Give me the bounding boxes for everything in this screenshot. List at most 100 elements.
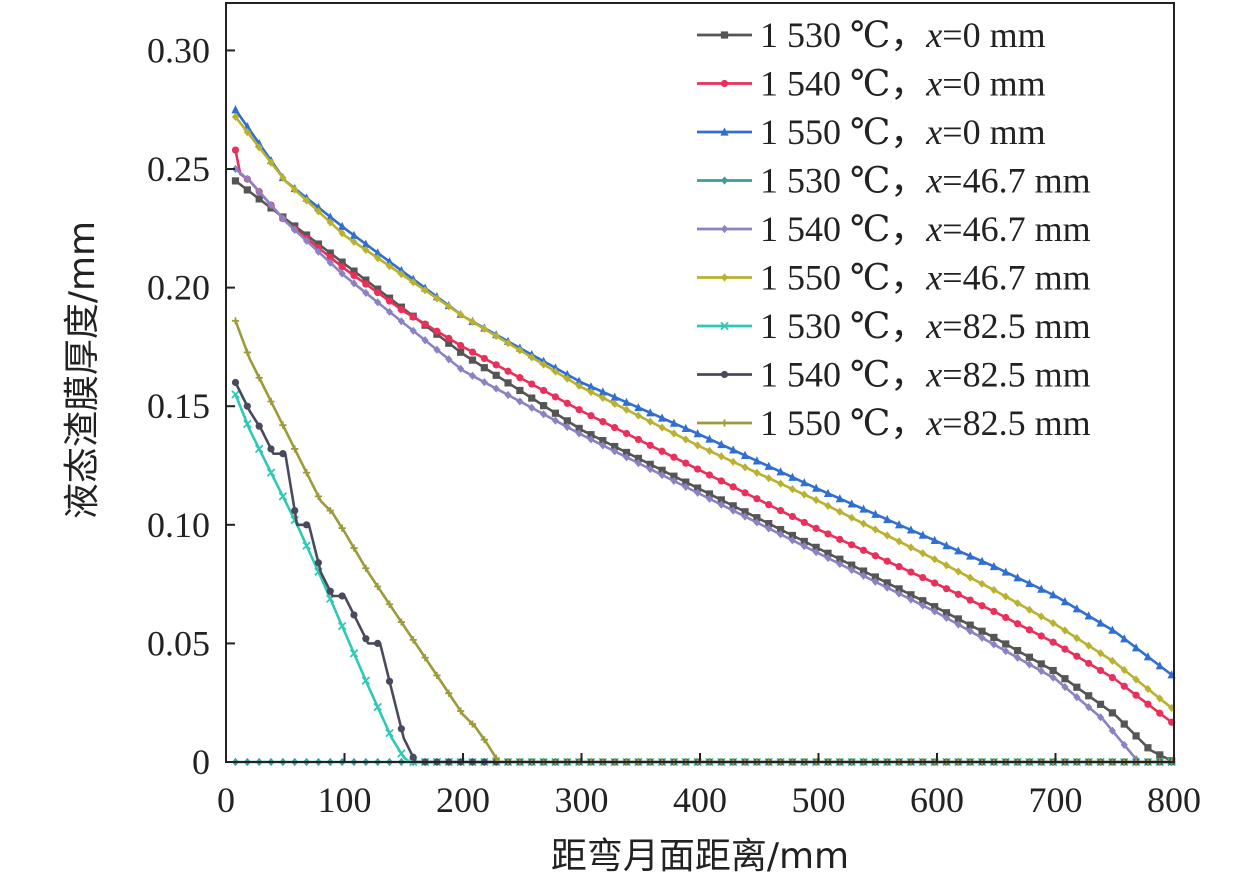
data-point bbox=[350, 237, 358, 246]
data-point bbox=[586, 382, 596, 391]
data-point bbox=[1120, 740, 1128, 750]
legend-label-var: x bbox=[925, 209, 942, 249]
data-point bbox=[302, 521, 311, 529]
legend-label-temp: 1 540 ℃， bbox=[760, 355, 926, 395]
data-point bbox=[1132, 732, 1140, 740]
data-point bbox=[978, 633, 986, 642]
legend-swatch-marker bbox=[720, 127, 729, 136]
data-point bbox=[658, 466, 666, 474]
data-point bbox=[1108, 656, 1116, 665]
data-point bbox=[1002, 646, 1010, 656]
data-point bbox=[1120, 682, 1128, 690]
data-point bbox=[1085, 641, 1093, 650]
legend-label-var: x bbox=[925, 112, 942, 152]
data-point bbox=[1096, 666, 1105, 675]
data-point bbox=[1025, 660, 1034, 669]
data-point bbox=[954, 620, 962, 629]
data-point bbox=[338, 269, 346, 278]
data-point bbox=[338, 258, 346, 266]
legend-entry: 1 540 ℃，x=82.5 mm bbox=[697, 355, 1091, 395]
data-point bbox=[1002, 613, 1010, 622]
data-point bbox=[457, 341, 465, 350]
data-point bbox=[575, 381, 583, 390]
data-point bbox=[397, 725, 405, 733]
data-point bbox=[966, 596, 974, 604]
data-point bbox=[741, 508, 749, 516]
data-point bbox=[634, 402, 643, 412]
data-point bbox=[1037, 666, 1045, 676]
data-point bbox=[634, 435, 642, 444]
data-point bbox=[705, 490, 714, 498]
y-tick-label: 0.05 bbox=[147, 623, 210, 663]
data-point bbox=[954, 546, 963, 555]
data-point bbox=[646, 417, 654, 426]
data-point bbox=[977, 556, 987, 565]
data-point bbox=[1037, 584, 1046, 593]
data-point bbox=[776, 530, 785, 539]
data-point bbox=[231, 390, 240, 399]
data-point bbox=[468, 720, 477, 728]
series-line bbox=[234, 320, 1174, 764]
data-point bbox=[516, 386, 524, 395]
x-tick-label: 200 bbox=[436, 780, 490, 820]
data-point bbox=[670, 472, 678, 480]
data-point bbox=[907, 568, 915, 576]
data-point bbox=[243, 127, 251, 137]
data-point bbox=[528, 380, 536, 388]
data-point bbox=[231, 177, 240, 185]
data-point bbox=[385, 600, 394, 608]
data-point bbox=[942, 613, 951, 622]
data-point bbox=[729, 457, 737, 466]
data-point bbox=[611, 399, 619, 408]
data-point bbox=[504, 367, 512, 375]
data-point bbox=[764, 461, 773, 470]
data-point bbox=[433, 294, 441, 303]
data-point bbox=[551, 416, 560, 425]
data-point bbox=[326, 249, 334, 257]
data-point bbox=[966, 551, 975, 560]
legend-label-pos: =46.7 mm bbox=[942, 161, 1090, 201]
data-point bbox=[812, 483, 821, 492]
legend-label: 1 540 ℃，x=46.7 mm bbox=[760, 209, 1091, 249]
data-point bbox=[966, 627, 974, 636]
data-point bbox=[1013, 573, 1022, 582]
data-point bbox=[919, 597, 927, 605]
data-point bbox=[883, 557, 891, 565]
data-point bbox=[492, 754, 500, 762]
data-point bbox=[539, 386, 548, 395]
legend-label-pos: =46.7 mm bbox=[942, 258, 1090, 298]
data-point bbox=[326, 218, 334, 227]
data-point bbox=[468, 356, 477, 364]
data-point bbox=[563, 417, 571, 425]
data-point bbox=[243, 348, 251, 357]
data-point bbox=[907, 543, 915, 552]
data-point bbox=[1025, 605, 1034, 614]
legend-label-pos: =0 mm bbox=[942, 112, 1045, 152]
data-point bbox=[563, 374, 571, 383]
data-point bbox=[302, 541, 311, 550]
data-point bbox=[587, 431, 595, 439]
data-point bbox=[350, 267, 358, 275]
data-point bbox=[468, 348, 477, 356]
data-point bbox=[278, 492, 288, 501]
data-point bbox=[314, 207, 323, 216]
data-point bbox=[551, 393, 560, 401]
data-point bbox=[823, 488, 833, 498]
x-tick-label: 300 bbox=[555, 780, 609, 820]
data-point bbox=[421, 654, 429, 662]
legend-label-pos: =0 mm bbox=[942, 15, 1045, 55]
data-point bbox=[931, 555, 939, 564]
data-point bbox=[539, 410, 548, 419]
data-point bbox=[670, 476, 678, 486]
legend-entry: 1 550 ℃，x=0 mm bbox=[697, 112, 1046, 152]
legend-entry: 1 540 ℃，x=46.7 mm bbox=[697, 209, 1091, 249]
data-point bbox=[314, 559, 323, 567]
data-point bbox=[1013, 620, 1022, 628]
legend-entry: 1 550 ℃，x=46.7 mm bbox=[697, 258, 1091, 298]
legend-label-pos: =82.5 mm bbox=[942, 306, 1090, 346]
data-point bbox=[942, 540, 951, 550]
data-point bbox=[397, 306, 405, 314]
legend-label: 1 550 ℃，x=0 mm bbox=[760, 112, 1046, 152]
data-point bbox=[919, 601, 927, 610]
data-point bbox=[1120, 634, 1129, 643]
